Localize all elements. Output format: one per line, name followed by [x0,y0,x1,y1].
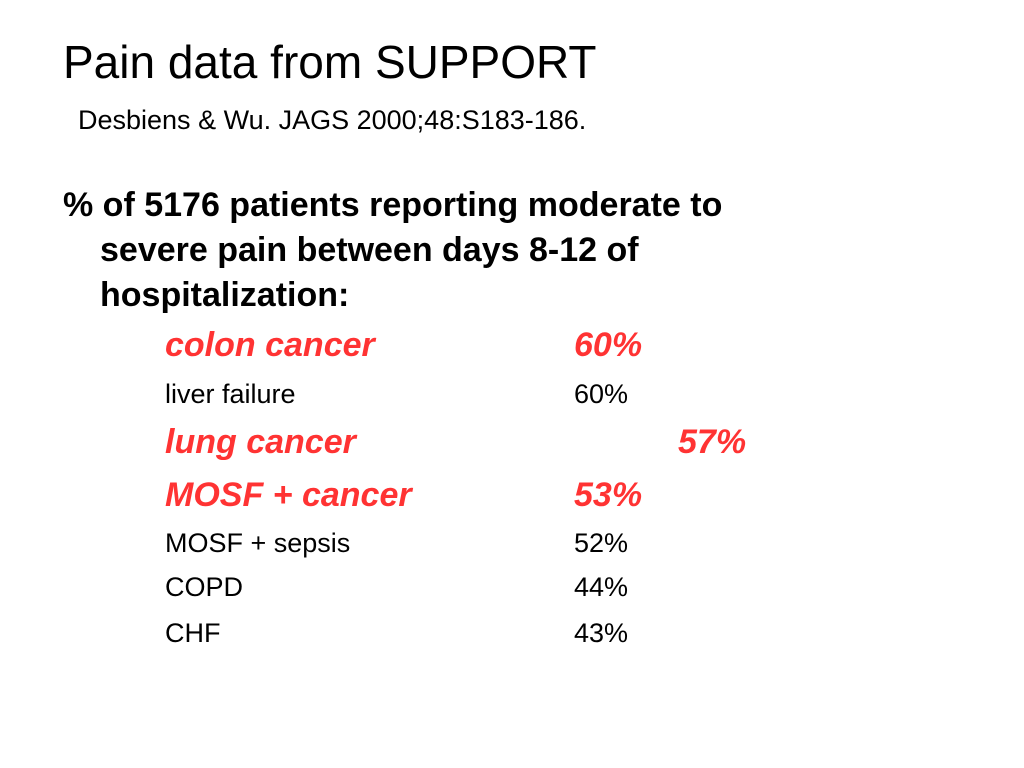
condition-label: COPD [165,572,244,602]
condition-percent: 52% [574,528,629,558]
condition-row: colon cancer 60% [0,323,1024,373]
intro-line: % of 5176 patients reporting moderate to [63,186,723,224]
intro-line: hospitalization: [100,276,350,314]
condition-label: lung cancer [165,423,356,461]
condition-percent: 44% [574,572,629,602]
slide-title: Pain data from SUPPORT [63,36,597,88]
condition-label: liver failure [165,379,296,409]
condition-label: MOSF + cancer [165,476,412,514]
condition-label: MOSF + sepsis [165,528,351,558]
condition-percent: 60% [574,379,629,409]
condition-percent: 43% [574,618,629,648]
condition-row: CHF 43% [0,615,1024,665]
intro-text: % of 5176 patients reporting moderate to… [63,183,883,318]
condition-row: MOSF + sepsis 52% [0,525,1024,575]
condition-row: MOSF + cancer 53% [0,473,1024,523]
condition-row: COPD 44% [0,569,1024,619]
condition-label: colon cancer [165,326,375,364]
condition-percent: 57% [678,423,747,461]
citation: Desbiens & Wu. JAGS 2000;48:S183-186. [78,105,587,135]
condition-percent: 60% [574,326,643,364]
condition-row: liver failure 60% [0,376,1024,426]
condition-percent: 53% [574,476,643,514]
condition-label: CHF [165,618,221,648]
condition-row: lung cancer 57% [0,420,1024,470]
intro-line: severe pain between days 8-12 of [100,231,639,269]
